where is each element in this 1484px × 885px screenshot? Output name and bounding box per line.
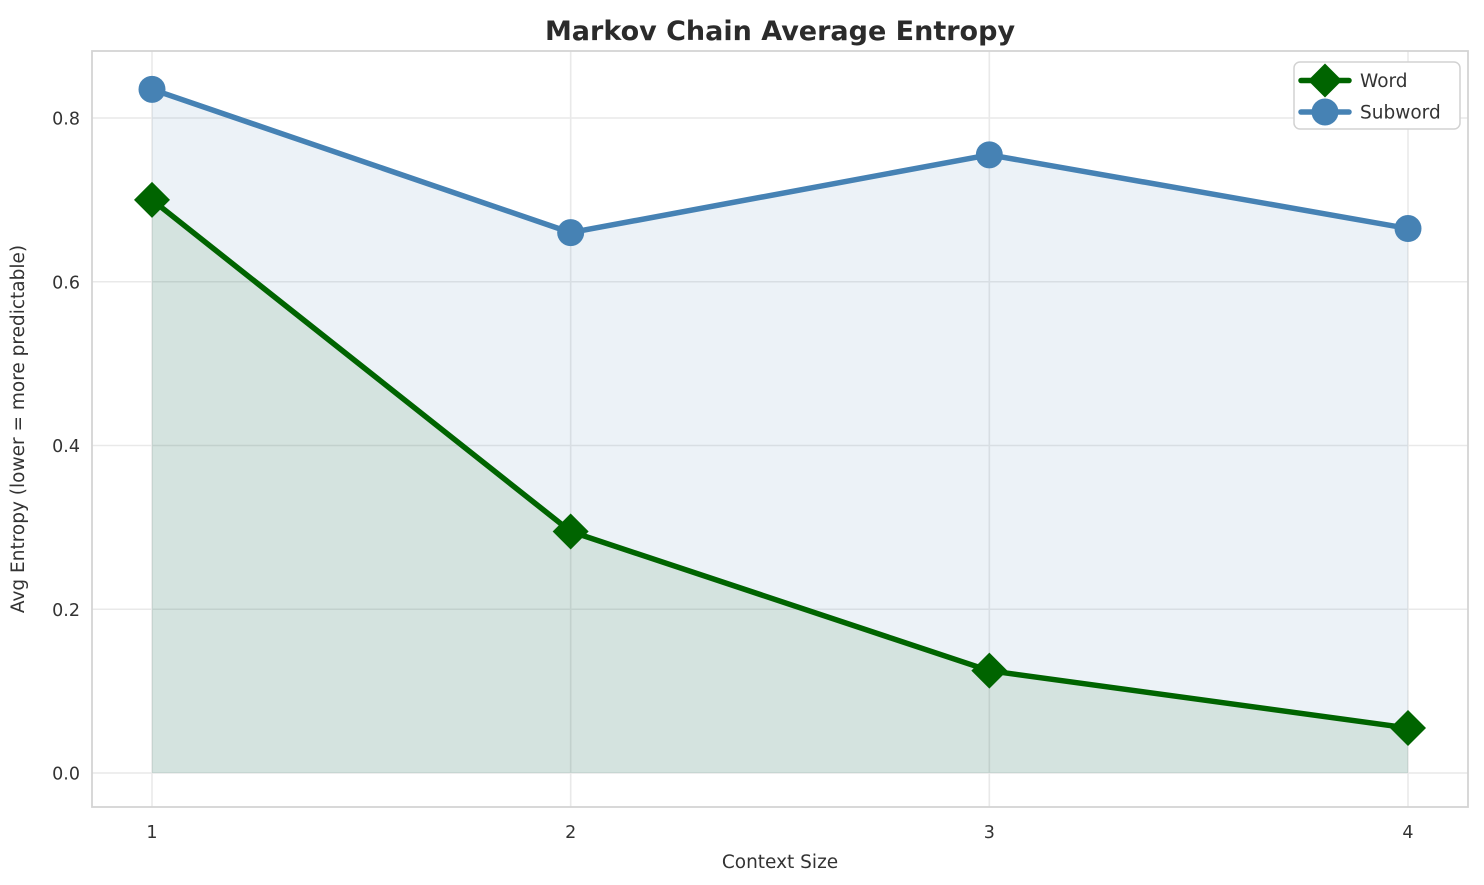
diamond-marker-icon: [971, 652, 1008, 689]
series-lines: [149, 86, 1411, 731]
legend-label-subword: Subword: [1360, 103, 1441, 124]
grid-layer: [92, 51, 1468, 807]
y-tick-label: 0.4: [52, 437, 80, 457]
x-tick-label: 4: [1402, 823, 1413, 843]
circle-marker-icon: [975, 141, 1003, 169]
diamond-marker-icon: [552, 513, 589, 550]
series-area-word: [152, 199, 1408, 773]
circle-marker-icon: [1311, 98, 1339, 126]
circle-marker-icon: [138, 75, 166, 103]
y-tick-label: 0.0: [52, 765, 80, 785]
legend-label-word: Word: [1360, 71, 1408, 92]
y-tick-label: 0.6: [52, 273, 80, 293]
x-tick-label: 3: [984, 823, 995, 843]
legend-item-word: Word: [1298, 63, 1408, 98]
circle-marker-icon: [557, 219, 585, 247]
chart-title: Markov Chain Average Entropy: [545, 16, 1016, 47]
y-axis-label: Avg Entropy (lower = more predictable): [8, 245, 29, 613]
x-tick-label: 2: [565, 823, 576, 843]
area-fills: [152, 89, 1408, 774]
plot-background: [92, 51, 1468, 807]
diamond-marker-icon: [1390, 709, 1427, 746]
legend-item-subword: Subword: [1298, 98, 1441, 126]
series-line-subword: [149, 86, 1411, 236]
plot-border: [91, 50, 1469, 808]
legend: Word Subword: [1293, 61, 1461, 130]
x-tick-label: 1: [146, 823, 157, 843]
tick-labels: 0.0 0.2 0.4 0.6 0.8 1 2 3 4: [52, 110, 1413, 844]
series-area-subword: [152, 89, 1408, 774]
diamond-marker-icon: [1308, 63, 1342, 98]
series-line-word: [149, 197, 1411, 731]
series-markers: [134, 75, 1427, 746]
y-tick-label: 0.8: [52, 110, 80, 130]
circle-marker-icon: [1394, 215, 1422, 243]
diamond-marker-icon: [134, 181, 170, 218]
y-tick-label: 0.2: [52, 601, 80, 621]
x-axis-label: Context Size: [722, 852, 838, 873]
